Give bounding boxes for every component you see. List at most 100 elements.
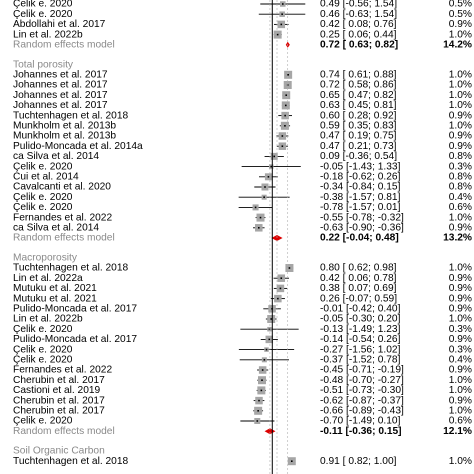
- study-label: Cherubin et al. 2017: [13, 405, 105, 416]
- study-weight: 1.0%: [449, 90, 472, 101]
- point-estimate: [263, 196, 265, 198]
- study-weight: 0.9%: [449, 273, 472, 284]
- study-label: Fernandes et al. 2022: [13, 365, 112, 376]
- study-weight: 0.4%: [449, 354, 472, 365]
- study-label: ca Silva et al. 2014: [13, 151, 99, 162]
- study-estimate: 0.49 [-0.56; 1.54]: [320, 0, 397, 10]
- study-label: Çelik e. 2020: [13, 416, 73, 427]
- pooled-label: Random effects model: [13, 233, 115, 244]
- point-estimate: [268, 338, 271, 341]
- study-label: Çelik e. 2020: [13, 354, 73, 365]
- point-estimate: [284, 125, 286, 127]
- study-estimate: 0.60 [ 0.28; 0.92]: [320, 110, 397, 121]
- point-estimate: [264, 186, 266, 188]
- study-label: Çelik e. 2020: [13, 192, 73, 203]
- study-estimate: 0.63 [ 0.45; 0.81]: [320, 100, 397, 111]
- study-label: Johannes et al. 2017: [13, 100, 108, 111]
- study-estimate: -0.05 [-1.43; 1.33]: [320, 161, 401, 172]
- study-weight: 1.0%: [449, 69, 472, 80]
- point-estimate: [257, 227, 260, 229]
- point-estimate: [268, 328, 271, 330]
- study-weight: 0.9%: [449, 141, 472, 152]
- point-estimate: [279, 287, 282, 290]
- point-estimate: [281, 3, 284, 5]
- study-label: Çelik e. 2020: [13, 9, 73, 20]
- pooled-weight: 12.1%: [443, 426, 472, 437]
- study-estimate: 0.09 [-0.36; 0.54]: [320, 151, 397, 162]
- point-estimate: [280, 277, 283, 279]
- study-weight: 0.6%: [449, 416, 472, 427]
- study-label: Johannes et al. 2017: [13, 69, 108, 80]
- study-weight: 1.0%: [449, 100, 472, 111]
- study-estimate: 0.65 [ 0.47; 0.82]: [320, 90, 397, 101]
- study-label: Pulido-Moncada et al. 2017: [13, 334, 137, 345]
- study-label: Fernandes et al. 2022: [13, 212, 112, 223]
- study-label: Cui et al. 2014: [13, 171, 79, 182]
- subgroup-header: Macroporosity: [13, 252, 78, 263]
- study-weight: 1.0%: [449, 405, 472, 416]
- study-estimate: 0.38 [ 0.07; 0.69]: [320, 283, 397, 294]
- point-estimate: [257, 410, 259, 412]
- study-label: Çelik e. 2020: [13, 161, 73, 172]
- pooled-weight: 13.2%: [443, 233, 472, 244]
- study-label: Çelik e. 2020: [13, 202, 73, 213]
- study-label: Munkholm et al. 2013b: [13, 131, 116, 142]
- study-label: Tuchtenhagen et al. 2018: [13, 456, 129, 467]
- study-label: Çelik e. 2020: [13, 0, 73, 10]
- study-estimate: 0.46 [-0.63; 1.54]: [320, 9, 397, 20]
- study-estimate: 0.74 [ 0.61; 0.88]: [320, 69, 397, 80]
- study-estimate: -0.18 [-0.62; 0.26]: [320, 171, 401, 182]
- study-estimate: -0.14 [-0.54; 0.26]: [320, 334, 401, 345]
- study-estimate: -0.51 [-0.73; -0.30]: [320, 385, 404, 396]
- study-weight: 0.9%: [449, 303, 472, 314]
- study-estimate: 0.91 [ 0.82; 1.00]: [320, 456, 397, 467]
- point-estimate: [263, 359, 266, 361]
- study-label: ca Silva et al. 2014: [13, 222, 99, 233]
- study-label: Pulido-Moncada et al. 2017: [13, 303, 137, 314]
- study-weight: 0.9%: [449, 395, 472, 406]
- point-estimate: [280, 23, 283, 26]
- study-weight: 0.6%: [449, 202, 472, 213]
- point-estimate: [276, 33, 279, 36]
- study-label: Lin et al. 2022a: [13, 273, 83, 284]
- study-weight: 0.9%: [449, 365, 472, 376]
- point-estimate: [285, 94, 288, 96]
- study-label: Cherubin et al. 2017: [13, 375, 105, 386]
- point-estimate: [284, 114, 286, 117]
- pooled-label: Random effects model: [13, 426, 115, 437]
- study-weight: 0.3%: [449, 161, 472, 172]
- subgroup-header: Total porosity: [13, 59, 74, 70]
- study-label: Çelik e. 2020: [13, 344, 73, 355]
- study-label: Castioni et al. 2019: [13, 385, 101, 396]
- study-label: Johannes et al. 2017: [13, 90, 108, 101]
- study-weight: 0.9%: [449, 334, 472, 345]
- point-estimate: [259, 216, 262, 219]
- study-weight: 0.4%: [449, 192, 472, 203]
- study-estimate: -0.78 [-1.57; 0.01]: [320, 202, 401, 213]
- study-estimate: -0.34 [-0.84; 0.15]: [320, 182, 401, 193]
- point-estimate: [267, 176, 270, 178]
- point-estimate: [254, 206, 257, 209]
- study-estimate: 0.26 [-0.07; 0.59]: [320, 293, 397, 304]
- study-estimate: 0.59 [ 0.35; 0.83]: [320, 120, 397, 131]
- pooled-estimate: -0.11 [-0.36; 0.15]: [320, 426, 402, 437]
- study-label: Mutuku et al. 2021: [13, 293, 97, 304]
- pooled-weight: 14.2%: [443, 39, 472, 50]
- study-estimate: -0.66 [-0.89; -0.43]: [320, 405, 404, 416]
- point-estimate: [270, 165, 273, 168]
- study-estimate: -0.27 [-1.56; 1.02]: [320, 344, 401, 355]
- study-estimate: -0.62 [-0.87; -0.37]: [320, 395, 404, 406]
- study-weight: 0.8%: [449, 171, 472, 182]
- point-estimate: [258, 399, 260, 402]
- pooled-diamond: [271, 235, 283, 241]
- study-weight: 0.8%: [449, 151, 472, 162]
- point-estimate: [265, 348, 268, 351]
- study-weight: 1.0%: [449, 263, 472, 274]
- study-label: Munkholm et al. 2013b: [13, 120, 116, 131]
- study-weight: 0.5%: [449, 9, 472, 20]
- study-weight: 0.9%: [449, 19, 472, 30]
- point-estimate: [281, 135, 284, 137]
- study-weight: 1.0%: [449, 385, 472, 396]
- study-label: Pulido-Moncada et al. 2014a: [13, 141, 143, 152]
